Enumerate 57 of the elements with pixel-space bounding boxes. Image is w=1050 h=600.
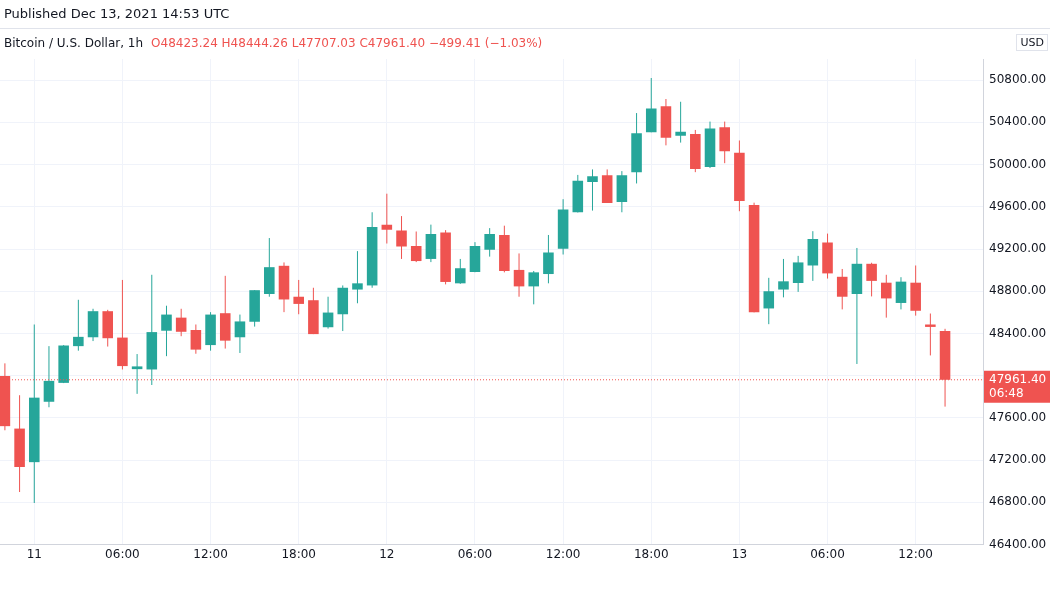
candlestick bbox=[866, 262, 877, 297]
candlestick bbox=[836, 268, 848, 310]
candlestick bbox=[190, 324, 202, 355]
y-axis-title: USD bbox=[1016, 34, 1048, 51]
candlestick bbox=[778, 258, 789, 298]
y-tick-label: 46400.00 bbox=[989, 536, 1047, 551]
x-tick-label: 12 bbox=[379, 546, 395, 561]
x-tick-label: 06:00 bbox=[105, 546, 140, 561]
candlestick bbox=[396, 215, 407, 260]
y-tick-label: 49200.00 bbox=[989, 241, 1047, 256]
y-tick-label: 50400.00 bbox=[989, 114, 1047, 129]
y-tick-label: 47200.00 bbox=[989, 452, 1047, 467]
candlestick bbox=[484, 227, 495, 258]
y-tick-label: 49600.00 bbox=[989, 198, 1047, 213]
candlestick bbox=[763, 277, 775, 325]
candlestick bbox=[881, 274, 892, 319]
y-tick-label: 46800.00 bbox=[989, 494, 1047, 509]
ref-line-label: 47961.40 06:48 bbox=[989, 371, 1047, 400]
candlestick bbox=[293, 279, 304, 315]
candlestick bbox=[410, 230, 422, 263]
candlestick bbox=[645, 77, 657, 133]
x-tick-label: 11 bbox=[26, 546, 42, 561]
candlestick bbox=[675, 101, 686, 144]
x-tick-label: 18:00 bbox=[633, 546, 669, 561]
y-tick-label: 48800.00 bbox=[989, 283, 1047, 298]
y-tick-label: 47600.00 bbox=[989, 410, 1047, 425]
candlestick bbox=[161, 305, 172, 357]
x-tick-label: 12:00 bbox=[898, 546, 933, 561]
candlestick bbox=[543, 234, 554, 284]
y-tick-label: 48400.00 bbox=[989, 325, 1047, 340]
candlestick bbox=[175, 308, 187, 337]
candlestick bbox=[131, 353, 143, 395]
candlestick bbox=[719, 121, 730, 164]
chart-subtitle: O48423.24 H48444.26 L47707.03 C47961.40 −499.41 (−1.03%) bbox=[151, 36, 543, 50]
candlestick bbox=[455, 258, 466, 285]
candlestick bbox=[925, 313, 936, 356]
candlestick bbox=[895, 276, 907, 310]
y-tick-label: 50800.00 bbox=[989, 72, 1047, 87]
x-tick-label: 06:00 bbox=[810, 546, 845, 561]
candlestick bbox=[528, 270, 540, 305]
x-tick-label: 12:00 bbox=[193, 546, 228, 561]
text: Published Dec 13, 2021 14:53 UTC bbox=[4, 6, 230, 21]
candlestick bbox=[234, 314, 246, 354]
candlestick bbox=[73, 299, 84, 352]
candlestick bbox=[352, 250, 363, 304]
x-tick-label: 13 bbox=[731, 546, 748, 561]
x-tick-label: 06:00 bbox=[457, 546, 493, 561]
candlestick bbox=[513, 252, 525, 298]
candlestick bbox=[587, 168, 598, 212]
x-tick-label: 18:00 bbox=[281, 546, 316, 561]
x-tick-label: 12:00 bbox=[545, 546, 581, 561]
candlestick bbox=[792, 255, 804, 293]
candlestick bbox=[43, 345, 55, 408]
chart-title: Bitcoin / U.S. Dollar, 1h bbox=[4, 36, 144, 50]
candlestick bbox=[322, 296, 334, 330]
y-tick-label: 50000.00 bbox=[989, 156, 1047, 171]
candlestick bbox=[381, 193, 393, 245]
